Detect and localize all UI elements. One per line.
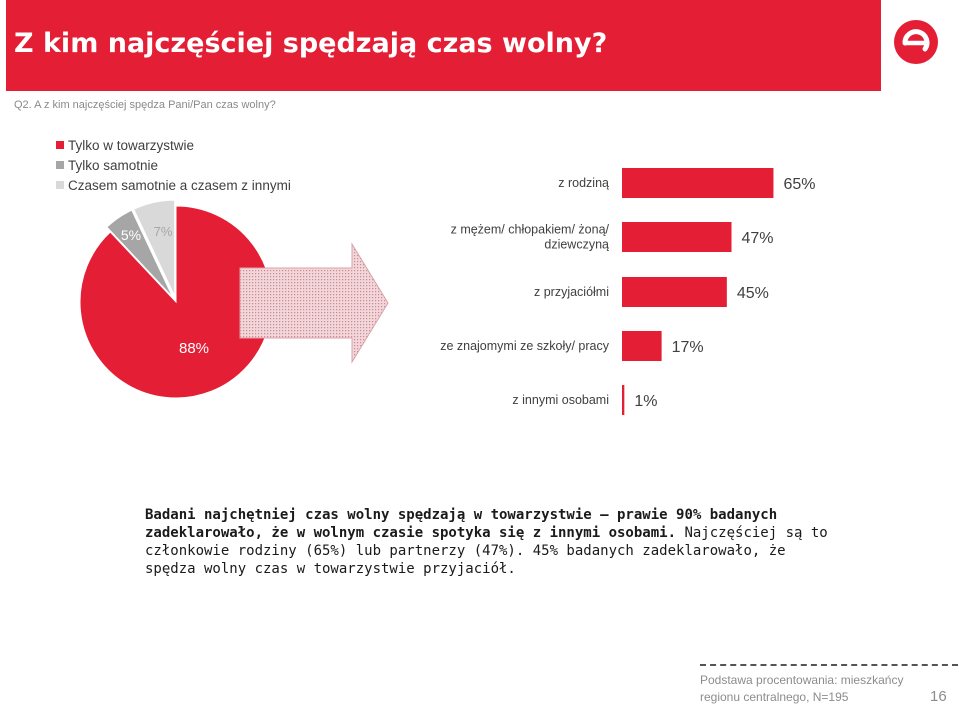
- bar-value-label: 45%: [737, 285, 769, 302]
- header-bar: [6, 0, 881, 91]
- legend-item: Tylko w towarzystwie: [56, 135, 291, 155]
- pie-slice: [133, 199, 176, 297]
- bar: [622, 385, 625, 415]
- bar-chart: z rodziną 65% z mężem/ chłopakiem/ żoną/dz…: [440, 168, 815, 415]
- legend-item: Tylko samotnie: [56, 155, 291, 175]
- pie-value-label: 5%: [121, 227, 141, 243]
- legend-swatch: [56, 161, 64, 169]
- basis-line-1: Podstawa procentowania: mieszkańcy: [700, 673, 904, 687]
- summary-text: Badani najchętniej czas wolny spędzają w…: [145, 506, 835, 578]
- category-label: z innymi osobami: [512, 393, 609, 407]
- pie-value-label: 88%: [179, 340, 209, 357]
- arrow-shape: [239, 242, 389, 364]
- bar-value-label: 1%: [634, 393, 657, 410]
- footer-divider: [700, 664, 958, 666]
- bar: [622, 222, 732, 252]
- category-label: ze znajomymi ze szkoły/ pracy: [440, 339, 610, 353]
- pie-chart: 88% 5% 7%: [79, 199, 273, 399]
- page-title: Z kim najczęściej spędzają czas wolny?: [14, 28, 608, 59]
- basis-line-2: regionu centralnego, N=195: [700, 690, 849, 704]
- category-label: z przyjaciółmi: [534, 285, 609, 299]
- legend-item: Czasem samotnie a czasem z innymi: [56, 175, 291, 195]
- pie-legend: Tylko w towarzystwie Tylko samotnie Czas…: [56, 135, 291, 195]
- legend-label: Tylko w towarzystwie: [68, 137, 195, 153]
- legend-label: Tylko samotnie: [68, 157, 159, 173]
- page-number: 16: [930, 688, 947, 705]
- category-label: z mężem/ chłopakiem/ żoną/: [451, 223, 610, 237]
- bar: [622, 331, 662, 361]
- summary-bold: Badani najchętniej czas wolny spędzają w…: [145, 507, 778, 541]
- e-logo-icon: [888, 14, 944, 70]
- chart-canvas: 88% 5% 7% z rodziną 65% z mężem/ chłopakiem/…: [79, 168, 815, 415]
- pie-slice: [79, 205, 273, 399]
- category-label: z rodziną: [558, 176, 609, 190]
- category-label: dziewczyną: [544, 238, 609, 252]
- summary-normal: Najczęściej są to członkowie rodziny (65…: [145, 525, 828, 577]
- bar: [622, 277, 727, 307]
- legend-label: Czasem samotnie a czasem z innymi: [68, 177, 291, 193]
- question-text: Q2. A z kim najczęściej spędza Pani/Pan …: [14, 99, 276, 111]
- bar-value-label: 65%: [783, 176, 815, 193]
- basis-note: Podstawa procentowania: mieszkańcy regio…: [700, 672, 903, 706]
- bar-value-label: 47%: [742, 230, 774, 247]
- legend-swatch: [56, 141, 64, 149]
- pie-slice: [106, 209, 174, 298]
- bar: [622, 168, 774, 198]
- pie-value-label: 7%: [154, 224, 173, 239]
- bar-value-label: 17%: [672, 339, 704, 356]
- legend-swatch: [56, 181, 64, 189]
